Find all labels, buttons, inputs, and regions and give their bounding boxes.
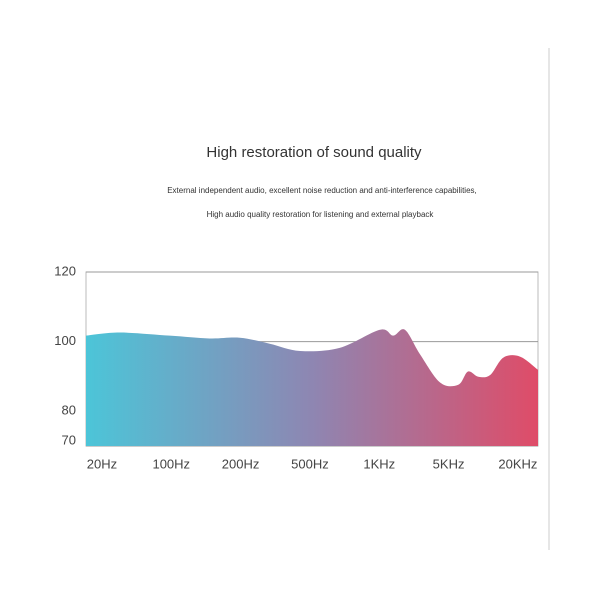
x-tick-label: 1KHz [363, 456, 395, 471]
x-tick-label: 20Hz [87, 456, 117, 471]
area [86, 329, 538, 446]
x-tick-label: 20KHz [498, 456, 537, 471]
y-tick-label: 80 [62, 403, 76, 418]
y-tick-label: 70 [62, 432, 76, 447]
x-tick-label: 100Hz [152, 456, 190, 471]
x-tick-label: 200Hz [222, 456, 260, 471]
subtitle: External independent audio, excellent no… [167, 186, 477, 195]
subtitle: High audio quality restoration for liste… [207, 210, 435, 219]
y-tick-label: 120 [54, 263, 76, 278]
y-tick-label: 100 [54, 333, 76, 348]
chart-title: High restoration of sound quality [206, 144, 422, 161]
x-tick-label: 5KHz [433, 456, 465, 471]
x-tick-label: 500Hz [291, 456, 329, 471]
